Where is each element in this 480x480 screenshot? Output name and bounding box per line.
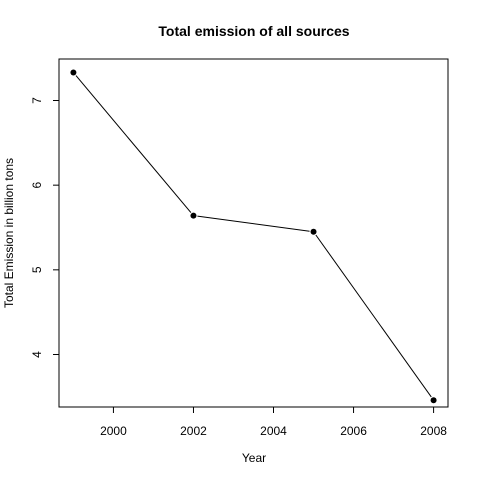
x-tick-label: 2000 xyxy=(100,424,127,438)
y-axis: 4 5 6 7 xyxy=(30,97,59,358)
series-line-segment xyxy=(75,75,192,213)
y-axis-title: Total Emission in billion tons xyxy=(2,158,16,308)
x-tick-label: 2002 xyxy=(180,424,207,438)
y-tick-label: 4 xyxy=(30,351,44,358)
series-line-segment xyxy=(315,234,432,398)
plot-frame xyxy=(58,58,449,408)
chart-title: Total emission of all sources xyxy=(158,23,349,39)
series-group xyxy=(70,69,437,404)
series-line-segment xyxy=(197,215,310,232)
x-tick-label: 2006 xyxy=(340,424,367,438)
data-point xyxy=(190,212,197,219)
y-tick-label: 7 xyxy=(30,97,44,104)
y-tick-label: 6 xyxy=(30,182,44,189)
data-point xyxy=(310,228,317,235)
x-axis-title: Year xyxy=(242,451,266,465)
x-tick-label: 2004 xyxy=(260,424,287,438)
x-tick-label: 2008 xyxy=(420,424,447,438)
data-point xyxy=(430,397,437,404)
x-axis: 2000 2002 2004 2006 2008 xyxy=(100,407,447,438)
y-tick-label: 5 xyxy=(30,266,44,273)
data-point xyxy=(70,69,77,76)
